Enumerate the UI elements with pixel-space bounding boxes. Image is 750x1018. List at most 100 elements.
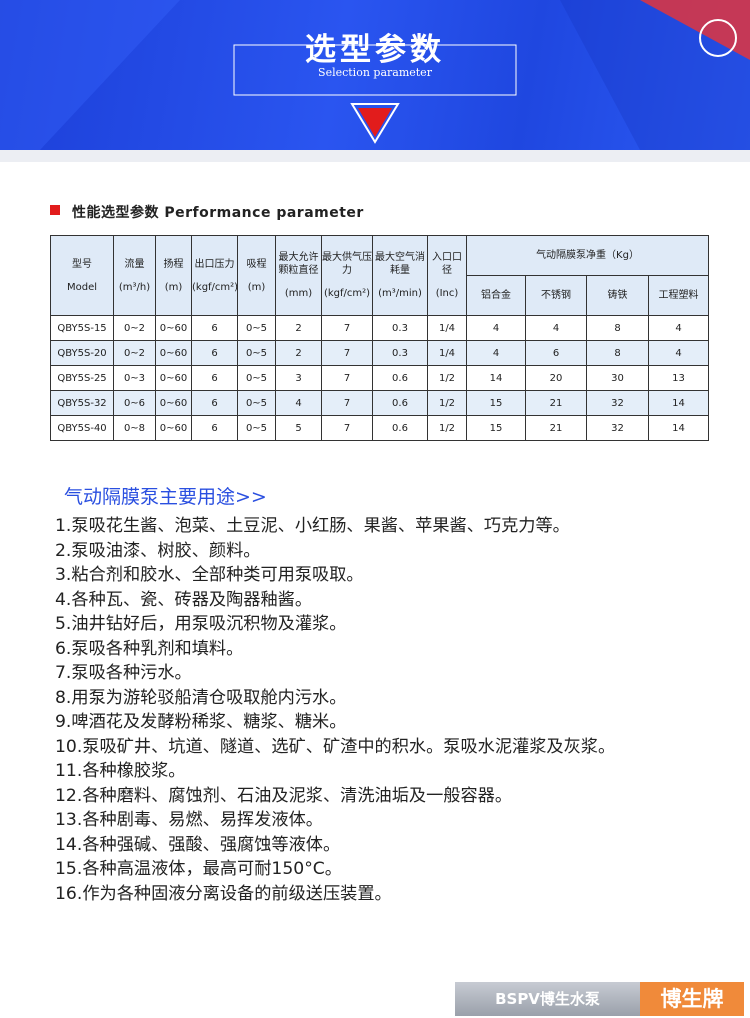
use-item: 15.各种高温液体，最高可耐150°C。 xyxy=(55,859,342,879)
table-cell: 15 xyxy=(466,415,526,441)
header-unit: Model xyxy=(66,281,98,293)
table-cell: 1/4 xyxy=(427,315,467,341)
use-item: 16.作为各种固液分离设备的前级送压装置。 xyxy=(55,883,392,904)
table-cell: 0~5 xyxy=(237,415,276,441)
header-name: 最大空气消耗量 xyxy=(375,252,425,276)
banner-subtitle: Selection parameter xyxy=(318,66,432,79)
header-unit: (m) xyxy=(247,281,266,293)
header-unit: (kgf/cm²) xyxy=(323,288,371,299)
header-cell: 流量 (m³/h) xyxy=(113,235,156,316)
use-item: 12.各种磨料、腐蚀剂、石油及泥浆、清洗油垢及一般容器。 xyxy=(55,785,513,806)
table-cell: QBY5S-20 xyxy=(50,340,114,366)
table-cell: 7 xyxy=(321,415,373,441)
table-cell: QBY5S-40 xyxy=(50,415,114,441)
table-cell: 0~6 xyxy=(113,390,156,416)
header-unit: (m³/min) xyxy=(378,288,422,299)
table-cell: 0~2 xyxy=(113,315,156,341)
table-cell: 6 xyxy=(191,415,238,441)
header-name: 型号 xyxy=(72,258,92,270)
banner-title: 选型参数 xyxy=(305,32,445,68)
table-cell: 2 xyxy=(275,340,322,366)
use-item: 2.泵吸油漆、树胶、颜料。 xyxy=(55,540,261,561)
header-cell: 型号 Model xyxy=(50,235,114,316)
table-cell: 13 xyxy=(647,365,710,391)
header-cell: 最大允许颗粒直径 (mm) xyxy=(275,235,322,316)
table-cell: 30 xyxy=(586,365,649,391)
table-cell: 0~5 xyxy=(237,340,276,366)
table-cell: 1/2 xyxy=(427,415,467,441)
table-cell: QBY5S-32 xyxy=(50,390,114,416)
table-cell: 1/2 xyxy=(427,390,467,416)
table-cell: 3 xyxy=(275,365,322,391)
table-cell: 7 xyxy=(321,365,373,391)
table-cell: 6 xyxy=(191,365,238,391)
divider xyxy=(0,150,750,162)
header-cell: 吸程 (m) xyxy=(237,235,276,316)
table-cell: 6 xyxy=(191,390,238,416)
table-cell: 14 xyxy=(466,365,526,391)
table-cell: 4 xyxy=(647,340,710,366)
banner-art xyxy=(0,0,750,150)
table-cell: 0.6 xyxy=(372,415,428,441)
header-cell: 不锈钢 xyxy=(525,275,587,316)
table-row: QBY5S-25 0~3 0~60 6 0~5 3 7 0.6 1/2 14 20 30 13 xyxy=(50,365,710,391)
table-cell: 0.3 xyxy=(372,340,428,366)
table-cell: 7 xyxy=(321,315,373,341)
use-item: 14.各种强碱、强酸、强腐蚀等液体。 xyxy=(55,834,341,855)
table-cell: 0~5 xyxy=(237,390,276,416)
use-item: 3.粘合剂和胶水、全部种类可用泵吸取。 xyxy=(55,565,364,585)
table-cell: 7 xyxy=(321,340,373,366)
parameter-table: 型号 Model 流量 (m³/h) 扬程 (m) 出口压力 (kgf/cm²) 吸程 (m) 最大… xyxy=(50,235,710,441)
header-name: 吸程 xyxy=(246,258,267,270)
use-item: 8.用泵为游轮驳船清仓吸取舱内污水。 xyxy=(55,687,347,708)
header-cell: 铝合金 xyxy=(466,275,526,316)
table-cell: 1/2 xyxy=(427,365,467,391)
table-row: QBY5S-40 0~8 0~60 6 0~5 5 7 0.6 1/2 15 21 32 14 xyxy=(50,415,710,441)
table-cell: 15 xyxy=(466,390,526,416)
header-name: 扬程 xyxy=(163,258,184,270)
table-cell: 0~5 xyxy=(237,315,276,341)
table-cell: 6 xyxy=(191,315,238,341)
table-cell: 0~60 xyxy=(155,415,192,441)
table-cell: 0~8 xyxy=(113,415,156,441)
use-item: 9.啤酒花及发酵粉稀浆、糖浆、糖米。 xyxy=(55,712,347,732)
table-cell: 14 xyxy=(647,390,710,416)
table-cell: 0~60 xyxy=(155,340,192,366)
footer-logo: BSPV博生水泵 xyxy=(455,982,640,1016)
header-row: 型号 Model 流量 (m³/h) 扬程 (m) 出口压力 (kgf/cm²) 吸程 (m) 最大… xyxy=(50,235,710,316)
table-row: QBY5S-15 0~2 0~60 6 0~5 2 7 0.3 1/4 4 4 8 4 xyxy=(50,315,710,341)
table-cell: 6 xyxy=(191,340,238,366)
use-item: 1.泵吸花生酱、泡菜、土豆泥、小红肠、果酱、苹果酱、巧克力等。 xyxy=(55,516,570,536)
table-row: QBY5S-32 0~6 0~60 6 0~5 4 7 0.6 1/2 15 21 32 14 xyxy=(50,390,710,416)
table-cell: 8 xyxy=(586,340,649,366)
table-cell: 5 xyxy=(275,415,322,441)
table-cell: 4 xyxy=(466,315,526,341)
header-name: 最大供气压力 xyxy=(322,252,372,276)
table-cell: 21 xyxy=(525,390,587,416)
footer-brand: 博生牌 xyxy=(640,982,744,1016)
table-cell: 32 xyxy=(586,415,649,441)
header-name: 出口压力 xyxy=(194,258,235,270)
table-cell: 14 xyxy=(647,415,710,441)
uses-list: 1.泵吸花生酱、泡菜、土豆泥、小红肠、果酱、苹果酱、巧克力等。 2.泵吸油漆、树胶… xyxy=(55,514,655,906)
table-row: QBY5S-20 0~2 0~60 6 0~5 2 7 0.3 1/4 4 6 8 4 xyxy=(50,340,710,366)
use-item: 5.油井钻好后，用泵吸沉积物及灌浆。 xyxy=(55,614,347,634)
table-cell: 0~3 xyxy=(113,365,156,391)
header-unit: (mm) xyxy=(284,288,313,299)
table-cell: 4 xyxy=(525,315,587,341)
table-cell: 20 xyxy=(525,365,587,391)
header-name: 最大允许颗粒直径 xyxy=(278,252,319,276)
use-item: 10.泵吸矿井、坑道、隧道、选矿、矿渣中的积水。泵吸水泥灌浆及灰浆。 xyxy=(55,736,616,757)
header-name: 流量 xyxy=(124,258,145,270)
table-cell: 0.3 xyxy=(372,315,428,341)
table-cell: 6 xyxy=(525,340,587,366)
table-cell: 0~2 xyxy=(113,340,156,366)
table-cell: 0.6 xyxy=(372,390,428,416)
table-cell: 4 xyxy=(647,315,710,341)
table-cell: 4 xyxy=(466,340,526,366)
use-item: 7.泵吸各种污水。 xyxy=(55,663,192,683)
header-cell: 扬程 (m) xyxy=(155,235,192,316)
banner: 选型参数 Selection parameter xyxy=(0,0,750,150)
header-unit: (Inc) xyxy=(435,288,459,299)
